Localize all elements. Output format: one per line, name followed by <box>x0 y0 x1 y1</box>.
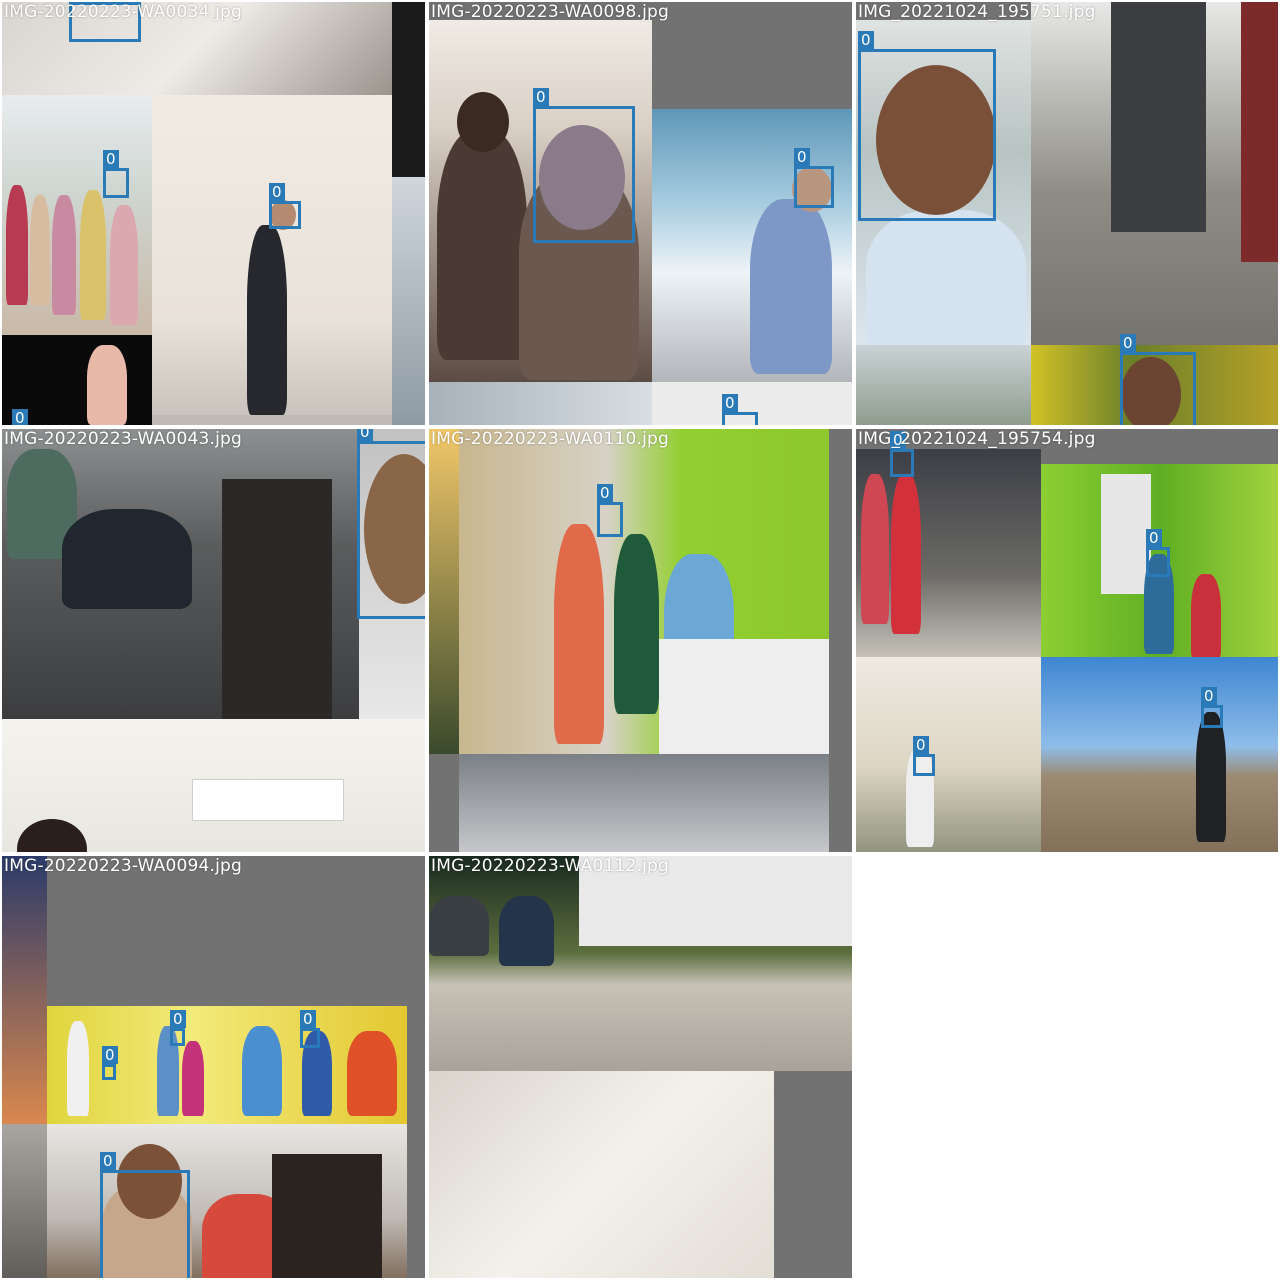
tile-1-image-top <box>2 2 392 95</box>
tile-6-image-door <box>856 449 1041 657</box>
class-label: 0 <box>269 183 285 201</box>
face-bounding-box: 0 <box>170 1010 186 1046</box>
tile-3-image-flowers <box>1031 345 1278 425</box>
tile-5-image-hall <box>459 754 829 852</box>
class-label: 0 <box>722 394 738 412</box>
face-bounding-box: 0 <box>100 1152 190 1278</box>
class-label: 0 <box>103 150 119 168</box>
class-label: 0 <box>102 1046 118 1064</box>
mosaic-tile-1: 0 0 0 IMG-20220223-WA0034.jpg <box>0 0 427 427</box>
mosaic-tile-5: 0 IMG-20220223-WA0110.jpg <box>427 427 854 854</box>
tile-3-image-selfie <box>856 20 1031 345</box>
face-bounding-box: 0 <box>357 429 425 619</box>
tile-2-image-gray <box>652 2 852 109</box>
class-label: 0 <box>100 1152 116 1170</box>
class-label: 0 <box>170 1010 186 1028</box>
tile-3-image-door <box>1031 2 1278 345</box>
tile-2-image-snow <box>652 109 852 382</box>
face-bounding-box: 0 <box>890 431 914 477</box>
tile-6-image-field <box>856 657 1041 852</box>
tile-4-image-selfie <box>359 429 425 719</box>
tile-filename: IMG-20220223-WA0098.jpg <box>431 2 670 22</box>
tile-2-image-bottom-left <box>429 382 652 425</box>
tile-3-image-trees <box>856 345 1031 425</box>
class-label: 0 <box>357 429 373 441</box>
mosaic-tile-6: 0 0 0 0 IMG_20221024_195754.jpg <box>854 427 1280 854</box>
tile-6-image-kitchen <box>1041 464 1278 657</box>
tile-2-image-shirtless <box>429 20 652 382</box>
tile-filename: IMG-20220223-WA0034.jpg <box>4 2 243 22</box>
face-bounding-box: 0 <box>722 394 758 425</box>
class-label: 0 <box>794 148 810 166</box>
tile-4-image-cabin <box>2 429 359 719</box>
class-label: 0 <box>858 31 874 49</box>
face-bounding-box: 0 <box>300 1010 320 1048</box>
mosaic-tile-7: 0 0 0 0 IMG-20220223-WA0094.jpg <box>0 854 427 1280</box>
tile-1-image-group <box>2 95 152 335</box>
tile-filename: IMG_20221024_195751.jpg <box>858 2 1096 22</box>
face-bounding-box: 0 <box>1120 334 1196 425</box>
class-label: 0 <box>1201 687 1217 705</box>
class-label: 0 <box>12 409 28 425</box>
tile-2-image-bottom-right <box>652 382 852 425</box>
class-label: 0 <box>597 484 613 502</box>
face-bounding-box: 0 <box>794 148 834 208</box>
face-bounding-box: 0 <box>102 1046 118 1080</box>
mosaic-tile-2: 0 0 0 IMG-20220223-WA0098.jpg <box>427 0 854 427</box>
face-bounding-box: 0 <box>533 88 635 243</box>
face-bounding-box: 0 <box>597 484 623 537</box>
face-bounding-box: 0 <box>269 183 301 229</box>
mosaic-tile-4: 0 IMG-20220223-WA0043.jpg <box>0 427 427 854</box>
tile-1-image-floor <box>152 415 392 425</box>
class-label: 0 <box>533 88 549 106</box>
tile-8-image-campus <box>429 856 852 1071</box>
class-label: 0 <box>913 736 929 754</box>
mosaic-tile-8: IMG-20220223-WA0112.jpg <box>427 854 854 1280</box>
class-label: 0 <box>300 1010 316 1028</box>
tile-5-image-left-strip <box>429 429 459 754</box>
face-bounding-box: 0 <box>1146 529 1170 577</box>
tile-7-image-stage <box>47 1006 407 1124</box>
face-bounding-box: 0 <box>1201 687 1223 728</box>
face-bounding-box: 0 <box>858 31 996 221</box>
tile-1-image-right <box>392 177 425 425</box>
tile-filename: IMG-20220223-WA0094.jpg <box>4 856 243 876</box>
mosaic-tile-3: 0 0 IMG_20221024_195751.jpg <box>854 0 1280 427</box>
tile-8-image-wall <box>429 1071 774 1278</box>
tile-1-image-right-dark <box>392 2 425 177</box>
class-label: 0 <box>1146 529 1162 547</box>
tile-7-image-mall-left <box>2 1124 47 1278</box>
tile-filename: IMG_20221024_195754.jpg <box>858 429 1096 449</box>
tile-5-image-green-room <box>459 429 829 754</box>
class-label: 0 <box>890 431 906 449</box>
face-bounding-box <box>69 2 141 42</box>
tile-filename: IMG-20220223-WA0112.jpg <box>431 856 670 876</box>
class-label: 0 <box>1120 334 1136 352</box>
face-bounding-box: 0 <box>913 736 935 776</box>
tile-filename: IMG-20220223-WA0110.jpg <box>431 429 670 449</box>
tile-8-image-gray <box>774 1071 852 1278</box>
tile-filename: IMG-20220223-WA0043.jpg <box>4 429 243 449</box>
face-bounding-box: 0 <box>103 150 129 198</box>
tile-4-image-room <box>2 719 425 852</box>
tile-1-image-wall <box>152 95 392 415</box>
tile-7-image-mall <box>47 1124 407 1278</box>
tile-6-image-rocks <box>1041 657 1278 852</box>
